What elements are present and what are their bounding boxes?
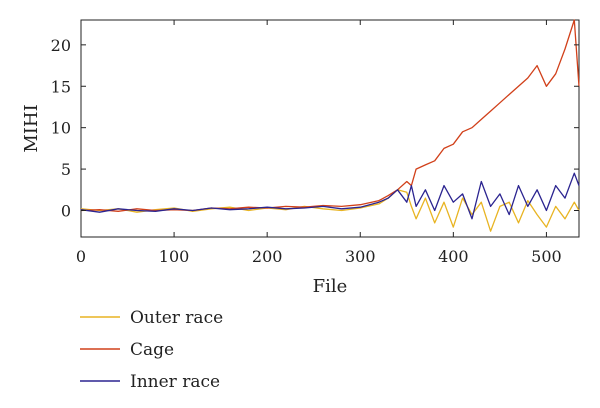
y-tick-label: 15 <box>51 77 71 96</box>
x-tick-label: 500 <box>531 247 562 266</box>
y-tick-label: 0 <box>61 201 71 220</box>
series-line-cage <box>80 19 580 212</box>
x-tick-label: 0 <box>76 247 86 266</box>
series-line-outer-race <box>80 189 580 232</box>
x-tick-label: 400 <box>438 247 469 266</box>
y-tick-label: 20 <box>51 36 71 55</box>
axis-ticks: 0 100 200 300 400 500 0 5 10 15 20 <box>51 20 579 266</box>
x-tick-label: 100 <box>159 247 190 266</box>
y-tick-label: 10 <box>51 119 71 138</box>
x-tick-label: 300 <box>345 247 376 266</box>
legend-label: Inner race <box>130 372 220 392</box>
y-axis-label: MIHI <box>21 104 42 152</box>
series-lines <box>80 19 580 232</box>
y-tick-label: 5 <box>61 160 71 179</box>
legend-label: Cage <box>130 340 174 360</box>
plot-frame <box>80 19 580 238</box>
legend: Outer race Cage Inner race <box>80 308 223 392</box>
x-tick-label: 200 <box>252 247 283 266</box>
x-axis-label: File <box>313 276 348 297</box>
series-line-inner-race <box>80 172 580 220</box>
plot-area <box>80 19 580 238</box>
legend-label: Outer race <box>130 308 223 328</box>
